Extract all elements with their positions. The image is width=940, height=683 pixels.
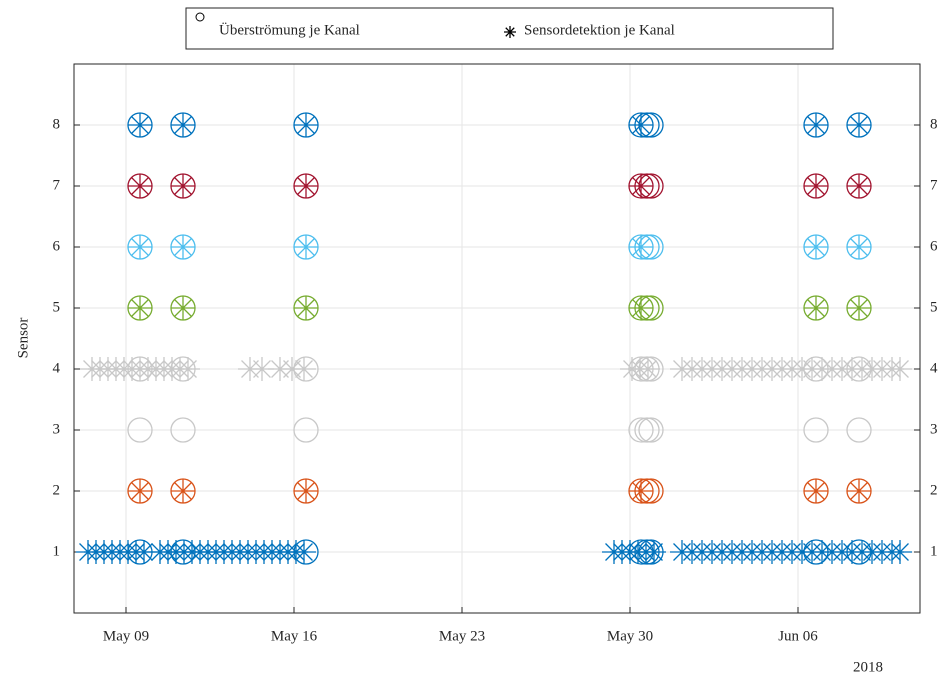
y2-tick-label: 6: [930, 238, 938, 254]
y-tick-label: 5: [53, 299, 61, 315]
y2-tick-label: 3: [930, 421, 938, 437]
y2-tick-label: 8: [930, 116, 938, 132]
detection-marker: [250, 357, 274, 381]
detection-marker: [294, 113, 318, 137]
y-tick-label: 1: [53, 543, 61, 559]
detection-marker: [847, 113, 871, 137]
detection-marker: [847, 235, 871, 259]
detection-marker: [629, 235, 653, 259]
detection-marker: [629, 479, 653, 503]
detection-marker: [171, 113, 195, 137]
y2-tick-label: 7: [930, 177, 938, 193]
overflow-marker: [803, 417, 829, 443]
x-tick-label: May 09: [103, 628, 149, 644]
detection-marker: [629, 113, 653, 137]
detection-marker: [804, 479, 828, 503]
detection-marker: [171, 174, 195, 198]
x-tick-label: May 30: [607, 628, 653, 644]
detection-marker: [847, 479, 871, 503]
detection-marker: [176, 357, 200, 381]
detection-marker: [171, 235, 195, 259]
detection-marker: [888, 357, 912, 381]
detection-marker: [294, 235, 318, 259]
detection-marker: [888, 540, 912, 564]
y-axis-label: Sensor: [15, 318, 31, 359]
detection-marker: [128, 235, 152, 259]
y-tick-label: 3: [53, 421, 61, 437]
detection-marker: [847, 174, 871, 198]
detection-marker: [642, 540, 666, 564]
y-tick-label: 2: [53, 482, 61, 498]
detection-marker: [292, 540, 316, 564]
detection-marker: [629, 174, 653, 198]
y2-tick-label: 5: [930, 299, 938, 315]
detection-marker: [132, 540, 156, 564]
y-tick-label: 7: [53, 177, 61, 193]
detection-marker: [128, 113, 152, 137]
overflow-marker: [127, 417, 153, 443]
overflow-marker: [628, 417, 654, 443]
y2-tick-label: 4: [930, 360, 938, 376]
legend-label: Sensordetektion je Kanal: [524, 22, 675, 38]
detection-marker: [629, 296, 653, 320]
detection-marker: [128, 479, 152, 503]
detection-marker: [294, 174, 318, 198]
detection-marker: [636, 357, 660, 381]
detection-marker: [294, 296, 318, 320]
y2-tick-label: 2: [930, 482, 938, 498]
overflow-marker: [170, 417, 196, 443]
detection-marker: [171, 296, 195, 320]
y-tick-label: 4: [53, 360, 61, 376]
x-tick-label: Jun 06: [778, 628, 818, 644]
overflow-marker: [293, 417, 319, 443]
detection-marker: [171, 479, 195, 503]
detection-marker: [804, 113, 828, 137]
legend-label: Überströmung je Kanal: [219, 21, 360, 38]
x-tick-label: May 23: [439, 628, 485, 644]
detection-marker: [292, 357, 316, 381]
y-tick-label: 8: [53, 116, 61, 132]
plot-frame: [73, 63, 921, 614]
overflow-marker: [638, 417, 664, 443]
overflow-marker: [846, 417, 872, 443]
detection-marker: [294, 479, 318, 503]
y2-tick-label: 1: [930, 543, 938, 559]
legend-symbol: [504, 26, 516, 38]
detection-marker: [804, 296, 828, 320]
x-year-label: 2018: [853, 659, 883, 675]
detection-marker: [128, 174, 152, 198]
x-tick-label: May 16: [271, 628, 318, 644]
legend-symbol: [195, 12, 205, 22]
y-tick-label: 6: [53, 238, 61, 254]
detection-marker: [128, 296, 152, 320]
detection-marker: [804, 235, 828, 259]
detection-marker: [847, 296, 871, 320]
detection-marker: [804, 174, 828, 198]
